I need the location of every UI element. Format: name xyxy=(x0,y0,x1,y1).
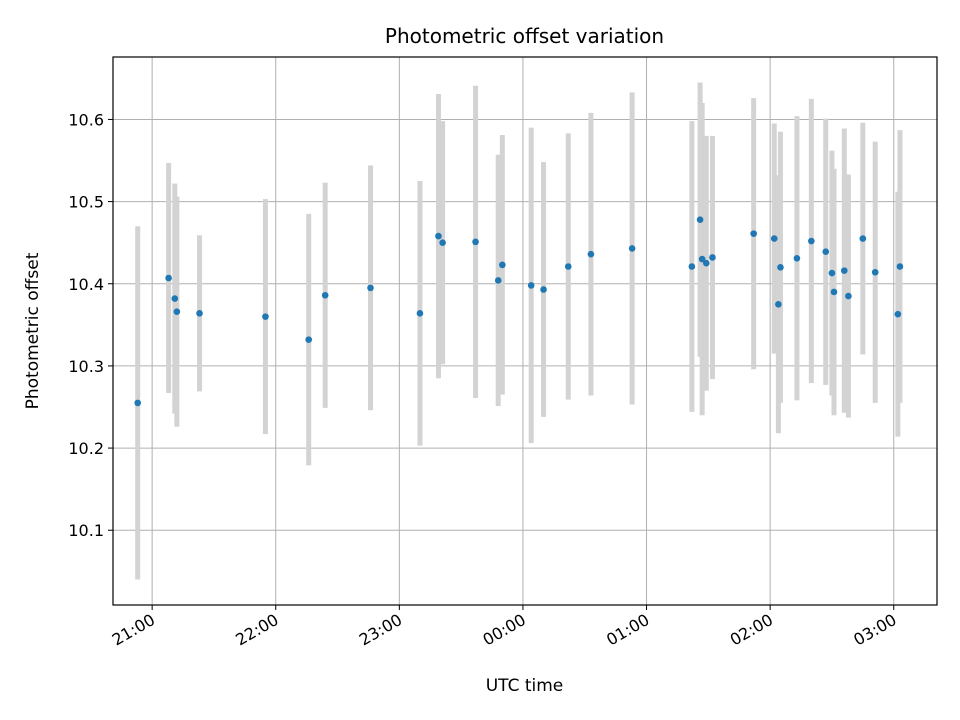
plot-frame xyxy=(112,56,938,606)
y-tick-label: 10.1 xyxy=(68,521,104,540)
data-point xyxy=(688,263,696,270)
data-point xyxy=(828,269,836,277)
data-point xyxy=(770,235,778,242)
chart-title: Photometric offset variation xyxy=(385,24,664,48)
data-point xyxy=(435,232,442,240)
y-axis-ticks: 10.1 10.2 10.3 10.4 10.5 10.6 xyxy=(68,110,113,540)
data-point xyxy=(808,237,815,245)
data-point xyxy=(793,254,801,262)
data-point xyxy=(196,310,203,317)
data-point xyxy=(841,267,848,274)
error-bars xyxy=(135,82,903,580)
x-tick-label: 01:00 xyxy=(603,610,652,650)
data-point xyxy=(698,255,706,263)
data-point xyxy=(587,250,595,258)
data-point xyxy=(750,230,757,237)
x-tick-label: 02:00 xyxy=(727,610,776,650)
data-point xyxy=(305,336,313,343)
data-point xyxy=(822,248,830,256)
data-point xyxy=(439,239,446,246)
data-point xyxy=(896,263,904,270)
data-point xyxy=(859,235,867,242)
data-point xyxy=(494,277,502,284)
data-points xyxy=(134,216,904,407)
data-point xyxy=(262,313,269,320)
data-point xyxy=(696,216,704,223)
grid-lines xyxy=(113,57,937,605)
y-tick-label: 10.5 xyxy=(68,193,104,212)
data-point xyxy=(709,254,716,261)
data-point xyxy=(134,399,142,407)
data-point xyxy=(628,245,636,252)
data-point xyxy=(165,274,172,282)
data-point xyxy=(173,308,181,315)
y-tick-label: 10.3 xyxy=(68,357,104,376)
data-point xyxy=(527,282,535,289)
data-point xyxy=(830,288,838,296)
x-tick-label: 00:00 xyxy=(480,610,529,650)
y-tick-label: 10.4 xyxy=(68,275,104,294)
x-axis-title: UTC time xyxy=(486,676,564,696)
data-point xyxy=(416,310,424,317)
data-point xyxy=(564,263,572,270)
x-tick-label: 23:00 xyxy=(356,610,405,650)
data-point xyxy=(540,286,547,293)
x-tick-label: 21:00 xyxy=(109,610,158,650)
data-point xyxy=(775,300,782,308)
data-point xyxy=(499,261,506,269)
data-point xyxy=(777,264,784,271)
x-tick-label: 03:00 xyxy=(850,610,899,650)
data-point xyxy=(472,238,479,246)
y-tick-label: 10.6 xyxy=(68,110,104,129)
data-point xyxy=(894,310,902,318)
data-point xyxy=(321,291,329,299)
data-point xyxy=(845,292,852,300)
data-point xyxy=(871,268,879,276)
data-point xyxy=(367,284,374,292)
x-tick-label: 22:00 xyxy=(232,610,281,650)
data-point xyxy=(171,295,179,302)
y-axis-title: Photometric offset xyxy=(23,252,43,409)
x-axis-ticks: 21:00 22:00 23:00 00:00 01:00 02:00 03:00 xyxy=(109,605,900,650)
y-tick-label: 10.2 xyxy=(68,439,104,458)
data-point xyxy=(702,259,710,267)
